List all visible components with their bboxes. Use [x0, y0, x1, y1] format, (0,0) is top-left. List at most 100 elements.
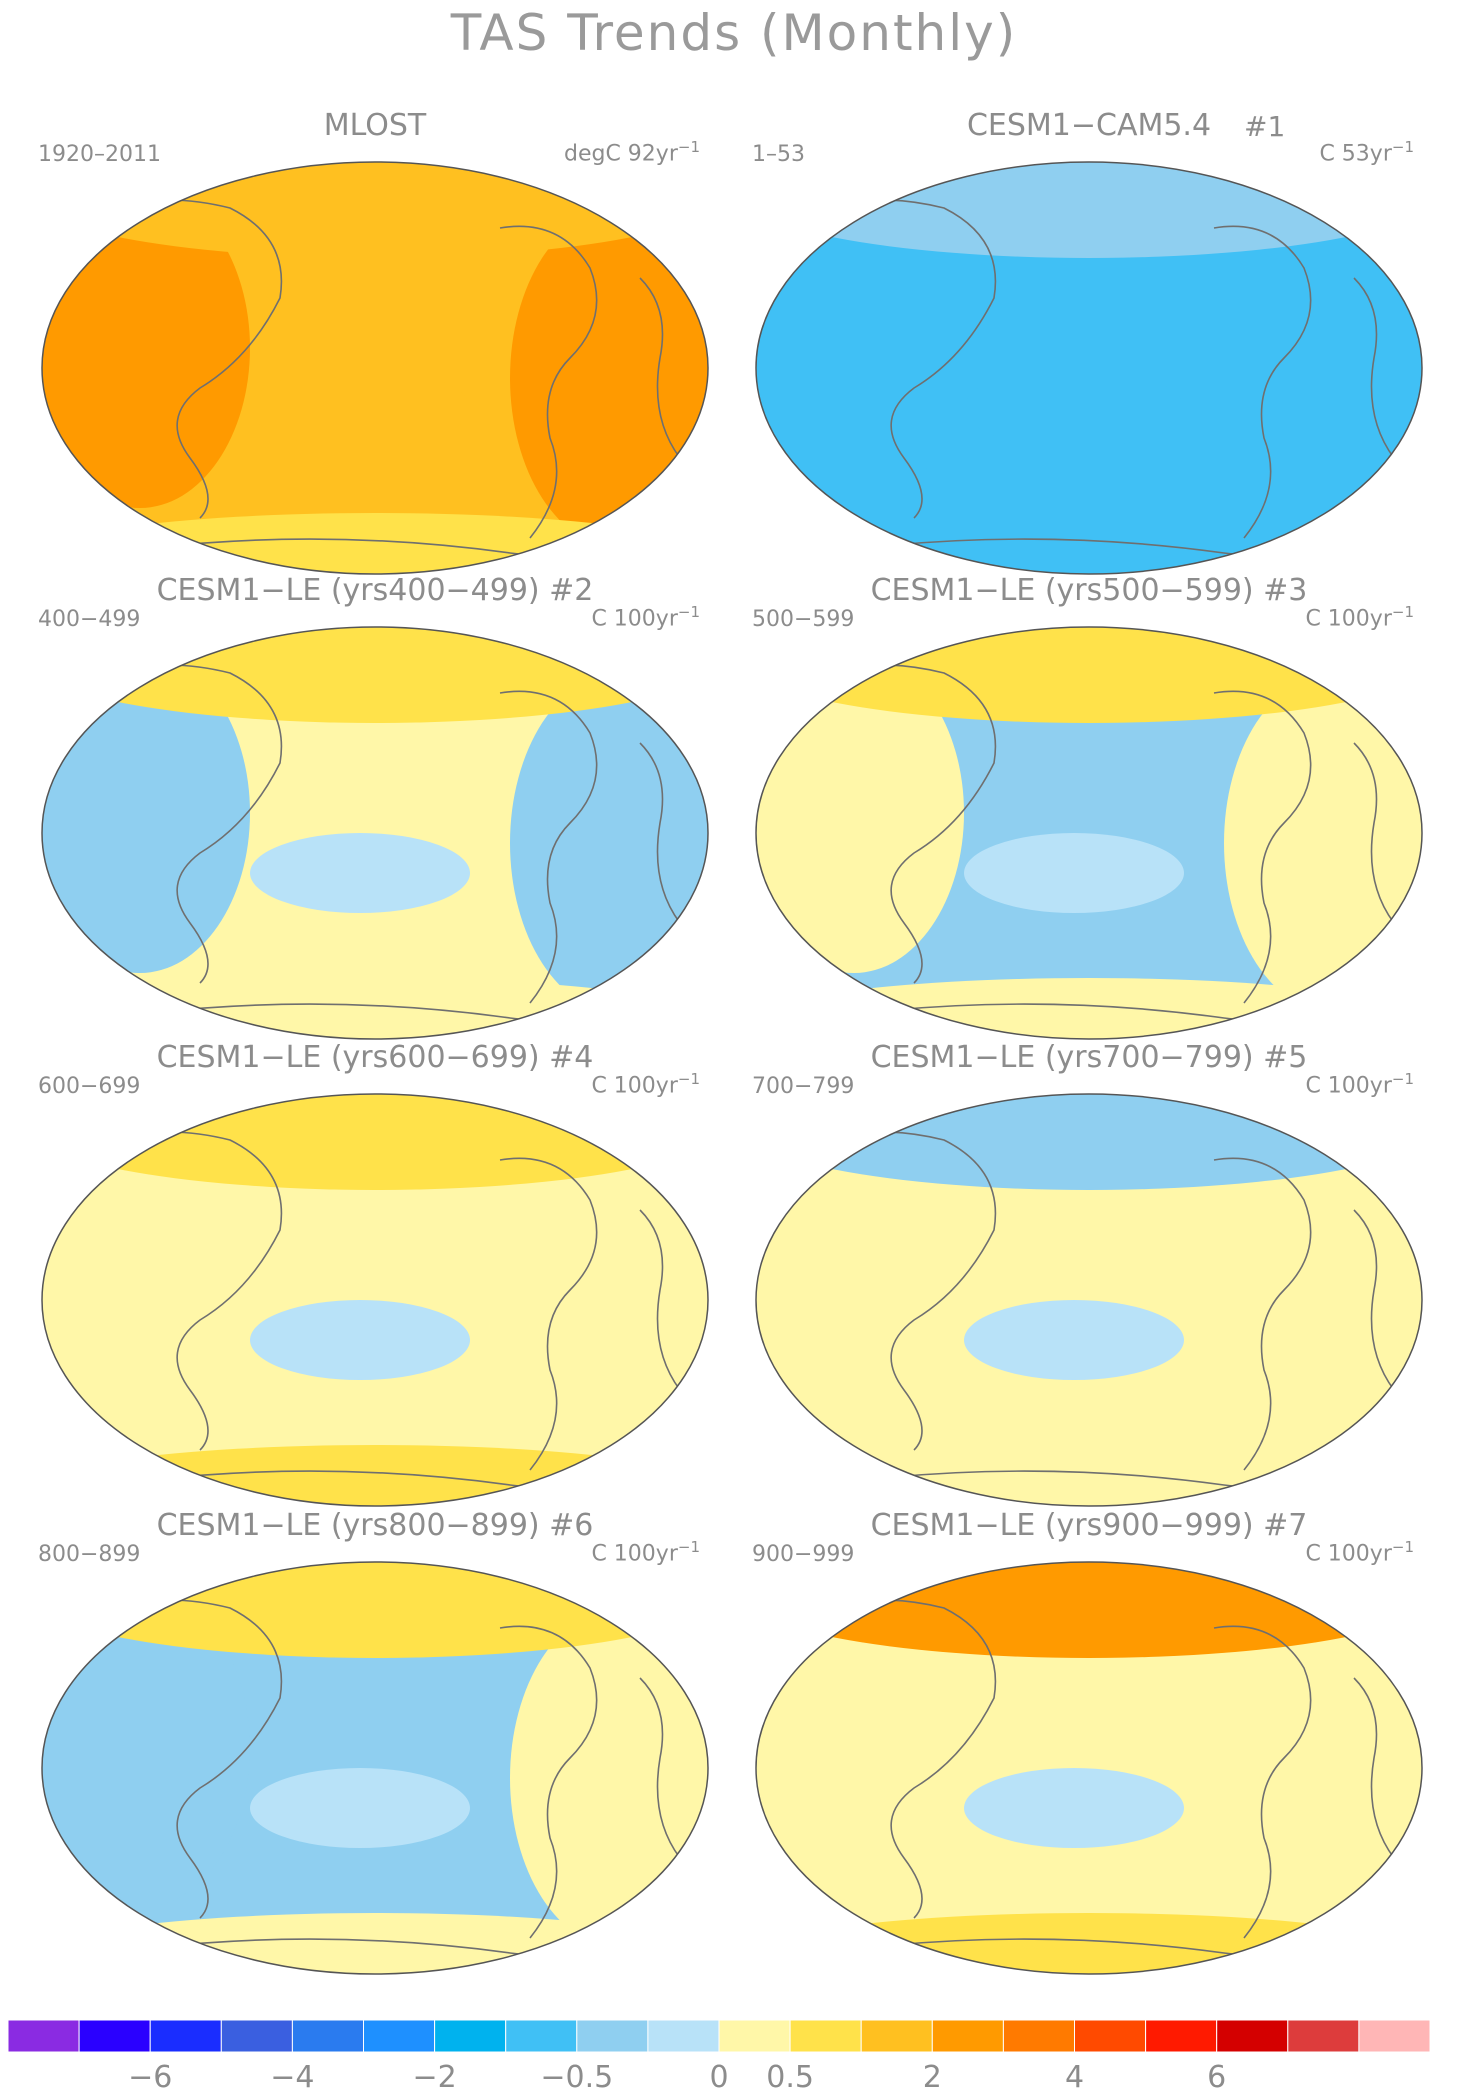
units-text: C 100yr	[1305, 1541, 1392, 1567]
map-panel: CESM1−CAM5.4 #1 1–53 C 53yr−1	[744, 108, 1434, 578]
world-map	[755, 161, 1423, 575]
field-anomaly	[964, 1300, 1184, 1380]
coastline	[89, 199, 283, 519]
map-outline	[755, 1093, 1423, 1507]
units-label: C 100yr−1	[591, 1538, 700, 1566]
colorbar-tick-label: 0.5	[766, 2060, 814, 2095]
field-region-south	[42, 513, 708, 574]
field-region-west	[42, 653, 250, 973]
colorbar-swatch	[7, 2019, 80, 2053]
colorbar-swatch	[363, 2019, 436, 2053]
field-anomaly	[250, 833, 470, 913]
field-region-east	[1224, 1140, 1422, 1480]
coastline	[1353, 1677, 1395, 1859]
coastline	[499, 1625, 598, 1939]
coastline	[1213, 1157, 1312, 1471]
units-exponent: −1	[677, 1070, 700, 1088]
field-region-south	[756, 1913, 1422, 1974]
coastline	[1213, 1625, 1312, 1939]
coastline	[1353, 277, 1395, 459]
coastline	[639, 742, 681, 924]
field-region-east	[510, 208, 708, 548]
period-label: 1–53	[752, 142, 805, 167]
colorbar-swatch	[291, 2019, 364, 2053]
units-exponent: −1	[1391, 603, 1414, 621]
field-region-north	[756, 1094, 1422, 1190]
field-region-south	[42, 1913, 708, 1974]
units-label: C 100yr−1	[1305, 603, 1414, 631]
map-outline	[41, 626, 709, 1040]
field-anomaly	[964, 368, 1184, 448]
field-region-east	[510, 1140, 708, 1480]
units-label: degC 92yr−1	[564, 138, 700, 166]
field-region-east	[510, 673, 708, 1013]
coastline	[499, 225, 598, 539]
map-outline	[755, 1561, 1423, 1975]
coastline	[89, 664, 283, 984]
panel-title: CESM1−LE (yrs400−499) #2	[156, 573, 594, 608]
colorbar-tick-label: −4	[270, 2060, 315, 2095]
coastline	[1213, 690, 1312, 1004]
coastline	[89, 1131, 283, 1451]
colorbar-swatch	[1145, 2019, 1218, 2053]
colorbar-swatch	[149, 2019, 222, 2053]
world-map	[41, 626, 709, 1040]
colorbar-swatch	[1358, 2019, 1431, 2053]
colorbar-tick-label: −0.5	[540, 2060, 614, 2095]
field-region-north	[42, 1562, 708, 1658]
coastline	[89, 1599, 283, 1919]
panel-number: #1	[1244, 110, 1286, 143]
field-region-west	[756, 1120, 964, 1440]
period-label: 600−699	[38, 1074, 141, 1099]
panel-title: MLOST	[323, 108, 427, 143]
coastline	[499, 1157, 598, 1471]
colorbar-swatch	[434, 2019, 507, 2053]
field-region-west	[42, 188, 250, 508]
period-label: 1920–2011	[38, 142, 161, 167]
panel-title: CESM1−CAM5.4	[966, 108, 1212, 143]
colorbar-tick-label: 6	[1207, 2060, 1227, 2095]
world-map	[755, 626, 1423, 1040]
colorbar-swatch	[931, 2019, 1004, 2053]
field-anomaly	[964, 1768, 1184, 1848]
period-label: 800−899	[38, 1542, 141, 1567]
units-exponent: −1	[677, 603, 700, 621]
colorbar-swatch	[1287, 2019, 1360, 2053]
units-text: C 53yr	[1319, 141, 1392, 167]
field-region-north	[42, 162, 708, 258]
panel-title: CESM1−LE (yrs500−599) #3	[870, 573, 1308, 608]
field-region-south	[756, 513, 1422, 574]
units-label: C 100yr−1	[591, 1070, 700, 1098]
field-region-east	[1224, 1608, 1422, 1948]
panel-title: CESM1−LE (yrs600−699) #4	[156, 1040, 594, 1075]
period-label: 700−799	[752, 1074, 855, 1099]
units-text: degC 92yr	[563, 141, 678, 167]
world-map	[755, 1093, 1423, 1507]
field-region-south	[756, 978, 1422, 1039]
colorbar-swatch	[860, 2019, 933, 2053]
period-label: 900−999	[752, 1542, 855, 1567]
panel-title: CESM1−LE (yrs800−899) #6	[156, 1508, 594, 1543]
map-panel: MLOST 1920–2011 degC 92yr−1	[30, 108, 720, 578]
coastline	[639, 1209, 681, 1391]
field-region-east	[510, 1608, 708, 1948]
colorbar-swatch	[78, 2019, 151, 2053]
coastline	[1353, 1209, 1395, 1391]
units-exponent: −1	[1391, 138, 1414, 156]
map-outline	[755, 626, 1423, 1040]
colorbar-swatch	[718, 2019, 791, 2053]
field-region-west	[42, 1588, 250, 1908]
world-map	[41, 1093, 709, 1507]
field-anomaly	[250, 1300, 470, 1380]
units-label: C 100yr−1	[591, 603, 700, 631]
period-label: 500−599	[752, 607, 855, 632]
field-region-south	[756, 1445, 1422, 1506]
world-map	[41, 161, 709, 575]
colorbar-tick-label: 4	[1064, 2060, 1085, 2095]
units-text: C 100yr	[591, 1073, 678, 1099]
